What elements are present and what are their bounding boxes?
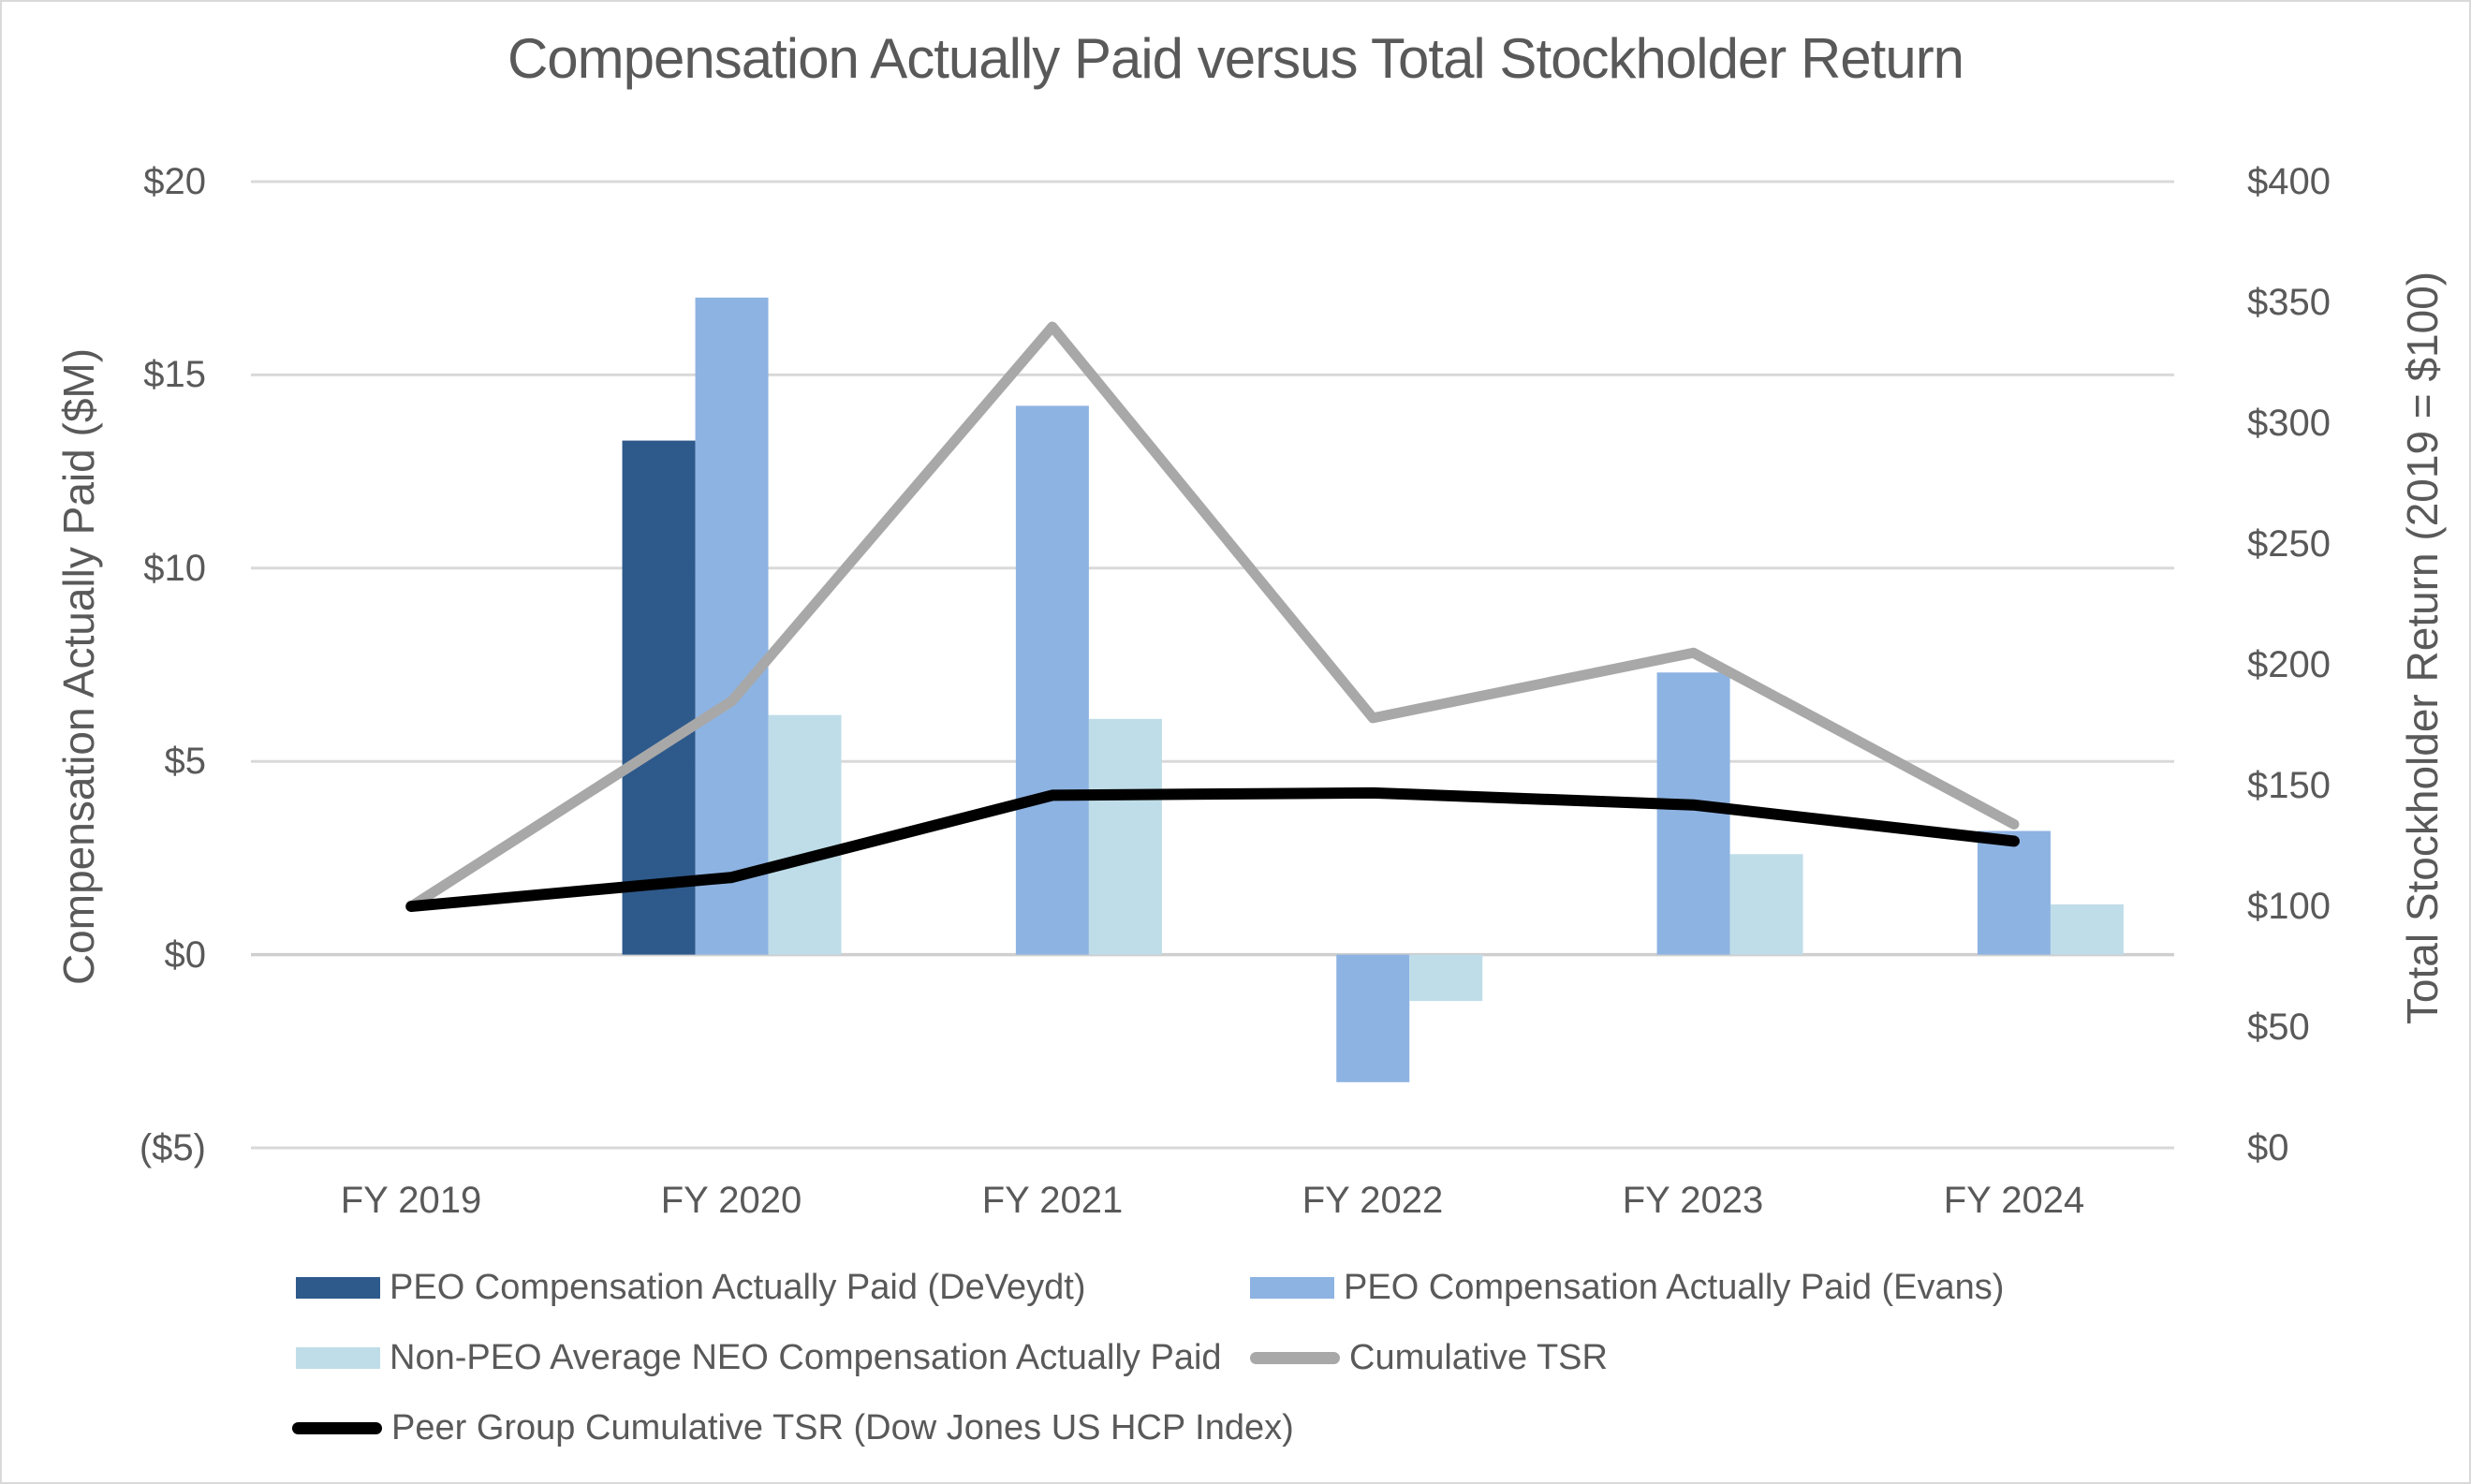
- left-axis-tick: ($5): [139, 1127, 206, 1168]
- left-axis-tick: $5: [164, 741, 207, 782]
- chart-title: Compensation Actually Paid versus Total …: [507, 27, 1964, 90]
- bar-series1-fy-2021: [1015, 405, 1089, 955]
- x-axis-label: FY 2023: [1622, 1180, 1764, 1221]
- legend-item-peo-evans: PEO Compensation Actually Paid (Evans): [1250, 1265, 2004, 1310]
- x-axis-label: FY 2024: [1943, 1180, 2085, 1221]
- right-axis-tick: $200: [2247, 644, 2331, 685]
- bar-series2-fy-2023: [1729, 854, 1803, 955]
- legend-item-peo-deveydt: PEO Compensation Actually Paid (DeVeydt): [296, 1265, 1086, 1310]
- x-axis-label: FY 2022: [1302, 1180, 1444, 1221]
- bar-series2-fy-2024: [2050, 904, 2124, 955]
- bar-series1-fy-2023: [1656, 672, 1730, 955]
- bar-series1-fy-2022: [1336, 954, 1410, 1082]
- legend-item-cumulative-tsr: Cumulative TSR: [1250, 1335, 1608, 1380]
- right-axis-title: Total Stockholder Return (2019 = $100): [2398, 271, 2447, 1025]
- line-peer-group-tsr: [405, 786, 2020, 913]
- legend-label: PEO Compensation Actually Paid (Evans): [1344, 1268, 2005, 1307]
- x-axis-label: FY 2021: [981, 1180, 1124, 1221]
- legend-label: Cumulative TSR: [1349, 1338, 1608, 1377]
- legend-label: Non-PEO Average NEO Compensation Actuall…: [390, 1338, 1222, 1377]
- legend-swatch-cumulative-tsr: [1250, 1351, 1340, 1364]
- bar-series1-fy-2024: [1977, 830, 2051, 955]
- left-axis-tick: $10: [143, 548, 206, 589]
- x-axis-label: FY 2019: [340, 1180, 482, 1221]
- x-axis-label: FY 2020: [660, 1180, 802, 1221]
- right-axis-tick: $400: [2247, 161, 2331, 202]
- legend-swatch-peer-group-tsr: [292, 1421, 382, 1434]
- legend-label: Peer Group Cumulative TSR (Dow Jones US …: [391, 1408, 1294, 1447]
- left-axis-tick: $20: [143, 161, 206, 202]
- bar-series2-fy-2022: [1409, 954, 1483, 1002]
- right-axis-tick: $250: [2247, 523, 2331, 565]
- bar-series2-fy-2021: [1088, 718, 1162, 955]
- right-axis-tick: $50: [2247, 1006, 2310, 1048]
- right-axis-tick: $100: [2247, 886, 2331, 927]
- left-axis-tick: $0: [164, 934, 207, 976]
- left-axis-title: Compensation Actually Paid ($M): [54, 347, 103, 986]
- bar-series0-fy-2020: [622, 440, 696, 955]
- legend-swatch-non-peo-neo: [296, 1346, 380, 1369]
- right-axis-tick: $150: [2247, 765, 2331, 806]
- legend-swatch-peo-evans: [1250, 1276, 1334, 1299]
- legend-item-peer-group-tsr: Peer Group Cumulative TSR (Dow Jones US …: [292, 1405, 1294, 1450]
- legend-swatch-peo-deveydt: [296, 1276, 380, 1299]
- left-axis-tick: $15: [143, 354, 206, 395]
- right-axis-tick: $0: [2247, 1127, 2289, 1168]
- right-axis-tick: $300: [2247, 403, 2331, 444]
- right-axis-tick: $350: [2247, 282, 2331, 323]
- line-cumulative-tsr: [405, 321, 2020, 912]
- legend-label: PEO Compensation Actually Paid (DeVeydt): [390, 1268, 1086, 1307]
- bar-series1-fy-2020: [695, 297, 769, 955]
- legend-item-non-peo-neo: Non-PEO Average NEO Compensation Actuall…: [296, 1335, 1222, 1380]
- bar-series2-fy-2020: [768, 714, 842, 955]
